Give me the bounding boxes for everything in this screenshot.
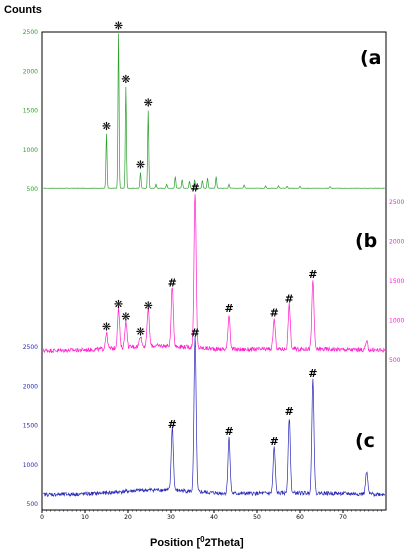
- peak-marker: #: [224, 302, 233, 315]
- peak-marker: #: [224, 425, 233, 438]
- plot-frame: [41, 31, 387, 511]
- y-tick-label: 2500: [23, 29, 38, 36]
- series-line: [42, 335, 386, 498]
- peak-marker: ❋: [136, 325, 145, 338]
- y-tick-label: 2000: [23, 68, 38, 75]
- y-tick-label: 500: [27, 501, 39, 508]
- peak-marker: #: [190, 327, 199, 340]
- x-tick-label: 70: [339, 514, 347, 521]
- x-tick-label: 30: [167, 514, 175, 521]
- x-tick-label: 20: [124, 514, 132, 521]
- y-tick-label: 2500: [23, 344, 38, 351]
- panel-a: 500 1000 1500 2000 2500 ❋ ❋ ❋ ❋ ❋ (a: [23, 20, 385, 193]
- panel-label: (c: [355, 430, 375, 452]
- y-tick-label: 1000: [23, 147, 38, 154]
- peak-marker: #: [308, 268, 317, 281]
- y-tick-label: 2000: [389, 239, 404, 246]
- peak-marker: #: [308, 367, 317, 380]
- peak-marker: #: [270, 435, 279, 448]
- peak-marker: ❋: [121, 310, 130, 323]
- x-tick-label: 60: [296, 514, 304, 521]
- x-axis: 0 10 20 30 40 50 60 70: [40, 510, 383, 521]
- y-tick-label: 1500: [23, 423, 38, 430]
- x-axis-title-main: Position [: [150, 537, 200, 549]
- y-tick-label: 2000: [23, 383, 38, 390]
- panel-c: 500 1000 1500 2000 2500 # # # # # # (c: [23, 327, 386, 508]
- panel-label: (b: [355, 230, 377, 252]
- y-tick-label: 2500: [389, 199, 404, 206]
- series-line: [43, 33, 385, 189]
- y-tick-label: 1500: [389, 278, 404, 285]
- peak-marker: ❋: [144, 299, 153, 312]
- x-tick-label: 50: [253, 514, 261, 521]
- y-axis-title: Counts: [4, 4, 42, 16]
- y-tick-label: 500: [27, 186, 39, 193]
- peak-marker: ❋: [114, 20, 123, 33]
- series-line: [42, 194, 386, 354]
- y-tick-label: 1000: [23, 462, 38, 469]
- peak-marker: #: [285, 292, 294, 305]
- peak-marker: #: [285, 405, 294, 418]
- panel-label: (a: [360, 47, 382, 69]
- peak-marker: ❋: [114, 298, 123, 311]
- peak-marker: #: [190, 182, 199, 195]
- y-tick-label: 500: [389, 357, 401, 364]
- peak-marker: ❋: [144, 97, 153, 110]
- peak-marker: ❋: [102, 321, 111, 334]
- x-axis-title-end: 2Theta]: [205, 537, 244, 549]
- peak-marker: #: [168, 418, 177, 431]
- y-tick-label: 1500: [23, 108, 38, 115]
- peak-marker: ❋: [102, 120, 111, 133]
- peak-marker: #: [168, 276, 177, 289]
- panels: 5001000150020002500❋❋❋❋❋(a50010001500200…: [23, 20, 405, 508]
- y-tick-label: 1000: [389, 318, 404, 325]
- peak-marker: #: [270, 307, 279, 320]
- x-tick-label: 0: [40, 514, 44, 521]
- peak-marker: ❋: [136, 159, 145, 172]
- x-axis-title-sup: 0: [200, 535, 205, 544]
- peak-marker: ❋: [121, 73, 130, 86]
- x-tick-label: 40: [210, 514, 218, 521]
- x-axis-title: Position [02Theta]: [150, 535, 244, 549]
- x-tick-label: 10: [81, 514, 89, 521]
